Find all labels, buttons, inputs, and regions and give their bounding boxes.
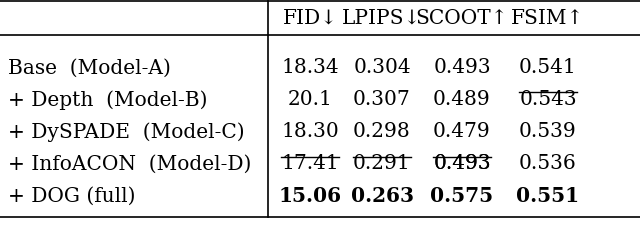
Text: 0.298: 0.298 xyxy=(353,122,411,141)
Text: 0.575: 0.575 xyxy=(431,185,493,205)
Text: FID↓: FID↓ xyxy=(282,8,337,27)
Text: 18.34: 18.34 xyxy=(281,58,339,77)
Text: 0.307: 0.307 xyxy=(353,90,411,109)
Text: 0.291: 0.291 xyxy=(353,154,411,173)
Text: 0.543: 0.543 xyxy=(519,90,577,109)
Text: 0.304: 0.304 xyxy=(353,58,411,77)
Text: 0.263: 0.263 xyxy=(351,185,413,205)
Text: 0.493: 0.493 xyxy=(433,154,491,173)
Text: LPIPS↓: LPIPS↓ xyxy=(342,8,422,27)
Text: 18.30: 18.30 xyxy=(281,122,339,141)
Text: 0.551: 0.551 xyxy=(516,185,580,205)
Text: + DySPADE  (Model-C): + DySPADE (Model-C) xyxy=(8,122,244,141)
Text: 0.539: 0.539 xyxy=(519,122,577,141)
Text: SCOOT↑: SCOOT↑ xyxy=(416,8,508,27)
Text: 20.1: 20.1 xyxy=(287,90,332,109)
Text: 0.489: 0.489 xyxy=(433,90,491,109)
Text: Base  (Model-A): Base (Model-A) xyxy=(8,58,171,77)
Text: 15.06: 15.06 xyxy=(278,185,342,205)
Text: + Depth  (Model-B): + Depth (Model-B) xyxy=(8,90,207,109)
Text: 0.541: 0.541 xyxy=(519,58,577,77)
Text: 17.41: 17.41 xyxy=(281,154,339,173)
Text: + DOG (full): + DOG (full) xyxy=(8,186,136,205)
Text: 0.479: 0.479 xyxy=(433,122,491,141)
Text: 0.493: 0.493 xyxy=(433,154,491,173)
Text: + InfoACON  (Model-D): + InfoACON (Model-D) xyxy=(8,154,252,173)
Text: 0.493: 0.493 xyxy=(433,58,491,77)
Text: FSIM↑: FSIM↑ xyxy=(511,8,585,27)
Text: 0.536: 0.536 xyxy=(519,154,577,173)
